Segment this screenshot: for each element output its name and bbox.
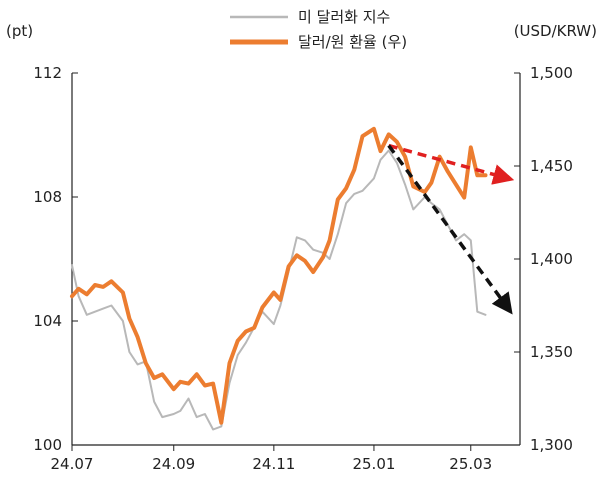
left-y-tick-label: 108 bbox=[33, 188, 62, 206]
x-tick-label: 24.09 bbox=[152, 455, 195, 473]
right-y-tick-label: 1,300 bbox=[530, 436, 573, 454]
x-tick-label: 24.11 bbox=[252, 455, 295, 473]
left-y-tick-label: 112 bbox=[33, 64, 62, 82]
legend: 미 달러화 지수 달러/원 환율 (우) bbox=[230, 8, 407, 51]
trend-arrow-black bbox=[387, 144, 513, 315]
left-axis-unit: (pt) bbox=[6, 22, 33, 40]
x-tick-label: 24.07 bbox=[51, 455, 94, 473]
right-y-tick-label: 1,450 bbox=[530, 157, 573, 175]
series-layer bbox=[70, 126, 488, 431]
legend-label-dollar-index: 미 달러화 지수 bbox=[298, 8, 390, 26]
axes: 100 104 108 112 1,300 1,350 1,400 1,450 1,500 24.… bbox=[33, 64, 573, 473]
trend-arrow-red bbox=[388, 143, 515, 185]
series-line-usd-krw bbox=[70, 126, 488, 425]
right-y-tick-label: 1,400 bbox=[530, 250, 573, 268]
x-tick-label: 25.01 bbox=[352, 455, 395, 473]
x-tick-label: 25.03 bbox=[449, 455, 492, 473]
left-y-tick-label: 104 bbox=[33, 312, 62, 330]
annotation-layer bbox=[387, 143, 515, 315]
right-axis-unit: (USD/KRW) bbox=[514, 22, 597, 40]
left-y-tick-label: 100 bbox=[33, 436, 62, 454]
right-y-tick-label: 1,500 bbox=[530, 64, 573, 82]
legend-label-usd-krw: 달러/원 환율 (우) bbox=[298, 33, 407, 51]
right-y-tick-label: 1,350 bbox=[530, 343, 573, 361]
series-line-dollar-index bbox=[71, 149, 487, 431]
